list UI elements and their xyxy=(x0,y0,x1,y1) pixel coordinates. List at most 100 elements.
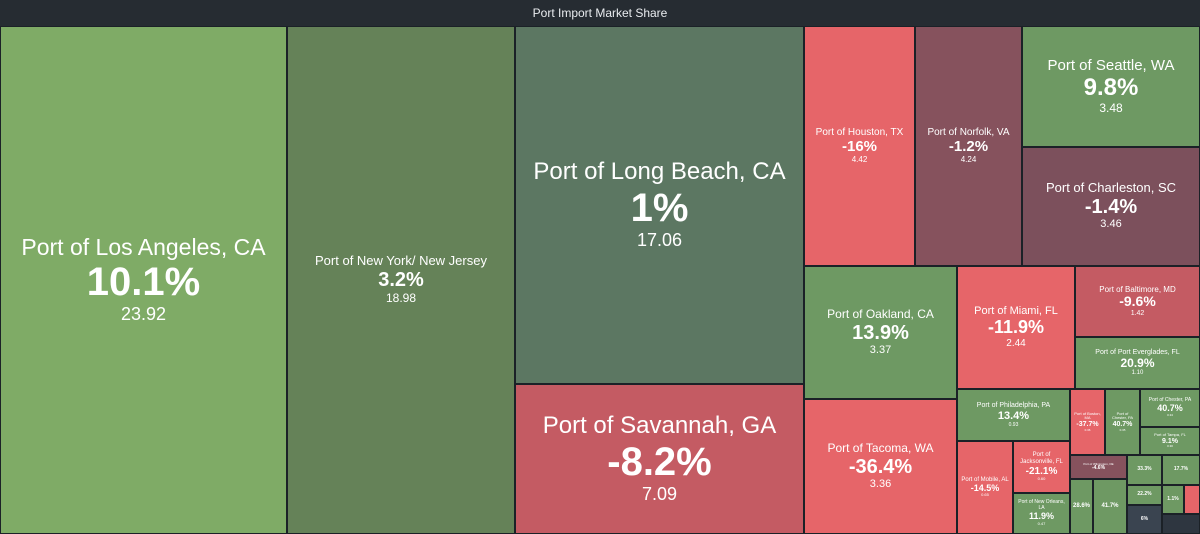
tile[interactable]: Port of Charleston, SC -1.4% 3.46 xyxy=(1022,147,1200,266)
tile-name: Port of New York/ New Jersey xyxy=(315,253,487,269)
tile-percent-change: 1.1% xyxy=(1167,495,1179,502)
tile-name: Port of Long Beach, CA xyxy=(533,158,786,186)
tile-value: 3.48 xyxy=(1099,101,1123,116)
tile-name: Port of Tacoma, WA xyxy=(827,441,934,455)
tile-percent-change: 20.9% xyxy=(1120,355,1155,370)
tile[interactable]: Port of Tacoma, WA -36.4% 3.36 xyxy=(804,399,957,534)
tile-value: 4.42 xyxy=(851,155,868,165)
tile-value: 0.36 xyxy=(1084,427,1091,432)
tile[interactable]: Port of New Orleans, LA 11.9% 0.47 xyxy=(1013,493,1070,534)
tile-value: 4.24 xyxy=(960,155,977,165)
tile[interactable]: 22.2% xyxy=(1127,485,1162,505)
tile-percent-change: -37.7% xyxy=(1076,420,1099,428)
tile-value: 3.36 xyxy=(869,477,892,490)
tile-percent-change: -1.4% xyxy=(1084,196,1138,219)
tile-value: 23.92 xyxy=(120,304,167,325)
tile-value: 1.10 xyxy=(1131,370,1144,377)
tile[interactable] xyxy=(1162,514,1200,534)
tile-name: Port of Houston, TX xyxy=(815,127,904,139)
tile-value: 0.93 xyxy=(1008,422,1019,429)
tile[interactable]: Port of Miami, FL -11.9% 2.44 xyxy=(957,266,1075,389)
tile-value: 7.09 xyxy=(641,484,678,504)
tile-percent-change: 3.2% xyxy=(378,269,424,292)
tile[interactable]: Port of Chester, PA 40.7% 0.35 xyxy=(1105,389,1140,455)
tile-name: Port of Chester, PA xyxy=(1148,397,1192,404)
tile[interactable]: Port of Seattle, WA 9.8% 3.48 xyxy=(1022,26,1200,147)
tile[interactable]: Port of Tampa, FL 9.1% 0.30 xyxy=(1140,427,1200,455)
tile[interactable]: Port of Chester, PA 40.7% 0.34 xyxy=(1140,389,1200,427)
tile[interactable]: Port of Wilmington, DE -4.6% xyxy=(1070,455,1127,479)
tile-percent-change: 13.9% xyxy=(852,321,909,344)
tile-percent-change: -36.4% xyxy=(848,455,913,478)
tile-percent-change: 40.7% xyxy=(1112,420,1133,428)
tile-percent-change: 6% xyxy=(1140,515,1149,522)
tile-name: Port of Los Angeles, CA xyxy=(21,233,266,260)
tile-name: Port of Miami, FL xyxy=(974,305,1058,318)
tile[interactable]: Port of Jacksonville, FL -21.1% 0.60 xyxy=(1013,441,1070,493)
tile-percent-change: 10.1% xyxy=(86,260,201,305)
tile[interactable]: 33.3% xyxy=(1127,455,1162,485)
tile-percent-change: 13.4% xyxy=(997,409,1030,422)
tile[interactable]: Port of New York/ New Jersey 3.2% 18.98 xyxy=(287,26,515,534)
tile-name: Port of Jacksonville, FL xyxy=(1020,452,1063,466)
tile-percent-change: 11.9% xyxy=(1028,510,1055,521)
tile-name: Port of Philadelphia, PA xyxy=(976,401,1051,409)
tile-percent-change: 28.6% xyxy=(1072,503,1090,510)
tile[interactable]: 41.7% xyxy=(1093,479,1127,534)
tile-value: 17.06 xyxy=(636,230,683,250)
tile-percent-change: 40.7% xyxy=(1157,403,1183,414)
tile[interactable]: 28.6% xyxy=(1070,479,1093,534)
tile[interactable]: Port of Mobile, AL -14.5% 0.65 xyxy=(957,441,1013,534)
tile-percent-change: -16% xyxy=(841,137,878,155)
tile[interactable]: Port of Oakland, CA 13.9% 3.37 xyxy=(804,266,957,399)
tile-name: Port of Savannah, GA xyxy=(542,412,777,440)
tile[interactable]: Port of Savannah, GA -8.2% 7.09 xyxy=(515,384,804,534)
tile-value: 2.44 xyxy=(1006,337,1026,349)
tile-value: 0.34 xyxy=(1167,413,1173,418)
tile-percent-change: -9.6% xyxy=(1119,293,1156,310)
tile-value: 0.35 xyxy=(1119,427,1126,432)
tile[interactable] xyxy=(1184,485,1200,514)
tile-name: Port of Wilmington, DE xyxy=(1083,461,1114,466)
tile-value: 0.60 xyxy=(1037,475,1046,481)
tile-value: 18.98 xyxy=(385,291,417,306)
tile-name: Port of Tampa, FL xyxy=(1154,432,1186,438)
tile-percent-change: -1.2% xyxy=(948,137,989,155)
tile-name: Port of Chester, PA xyxy=(1111,410,1134,421)
tile-percent-change: 41.7% xyxy=(1101,503,1119,510)
tile-percent-change: 22.2% xyxy=(1137,491,1152,498)
tile-value: 0.47 xyxy=(1037,520,1046,526)
tile[interactable]: Port of Baltimore, MD -9.6% 1.42 xyxy=(1075,266,1200,337)
tile-percent-change: 9.8% xyxy=(1083,73,1139,101)
tile-percent-change: -21.1% xyxy=(1025,465,1058,477)
tile-percent-change: 1% xyxy=(630,186,689,230)
tile-name: Port of Baltimore, MD xyxy=(1099,285,1176,295)
tile[interactable]: Port of Houston, TX -16% 4.42 xyxy=(804,26,915,266)
tile-name: Port of Mobile, AL xyxy=(961,476,1009,483)
tile-percent-change: -8.2% xyxy=(607,440,712,484)
tile-percent-change: 9.1% xyxy=(1162,437,1178,445)
tile[interactable]: Port of Los Angeles, CA 10.1% 23.92 xyxy=(0,26,287,534)
tile-percent-change: -4.6% xyxy=(1091,464,1106,471)
tile[interactable]: Port of Port Everglades, FL 20.9% 1.10 xyxy=(1075,337,1200,389)
tile-value: 3.46 xyxy=(1100,218,1122,231)
tile-name: Port of Boston, MA xyxy=(1074,410,1101,421)
tile-name: Port of New Orleans, LA xyxy=(1018,499,1065,512)
tile-percent-change: 33.3% xyxy=(1137,466,1152,473)
tile[interactable]: Port of Philadelphia, PA 13.4% 0.93 xyxy=(957,389,1070,441)
tile-value: 0.30 xyxy=(1167,444,1173,449)
chart-title: Port Import Market Share xyxy=(0,0,1200,26)
tile[interactable]: 17.7% xyxy=(1162,455,1200,485)
tile-value: 3.37 xyxy=(869,343,892,356)
tile[interactable]: Port of Long Beach, CA 1% 17.06 xyxy=(515,26,804,384)
tile-value: 1.42 xyxy=(1130,309,1145,317)
tile-name: Port of Seattle, WA xyxy=(1047,57,1175,75)
tile-name: Port of Charleston, SC xyxy=(1045,180,1177,196)
tile-percent-change: -11.9% xyxy=(987,316,1045,337)
tile-name: Port of Oakland, CA xyxy=(827,307,934,321)
tile[interactable]: 1.1% xyxy=(1162,485,1184,514)
tile[interactable]: Port of Norfolk, VA -1.2% 4.24 xyxy=(915,26,1022,266)
tile-value: 0.65 xyxy=(981,492,989,498)
tile[interactable]: 6% xyxy=(1127,505,1162,534)
tile[interactable]: Port of Boston, MA -37.7% 0.36 xyxy=(1070,389,1105,455)
